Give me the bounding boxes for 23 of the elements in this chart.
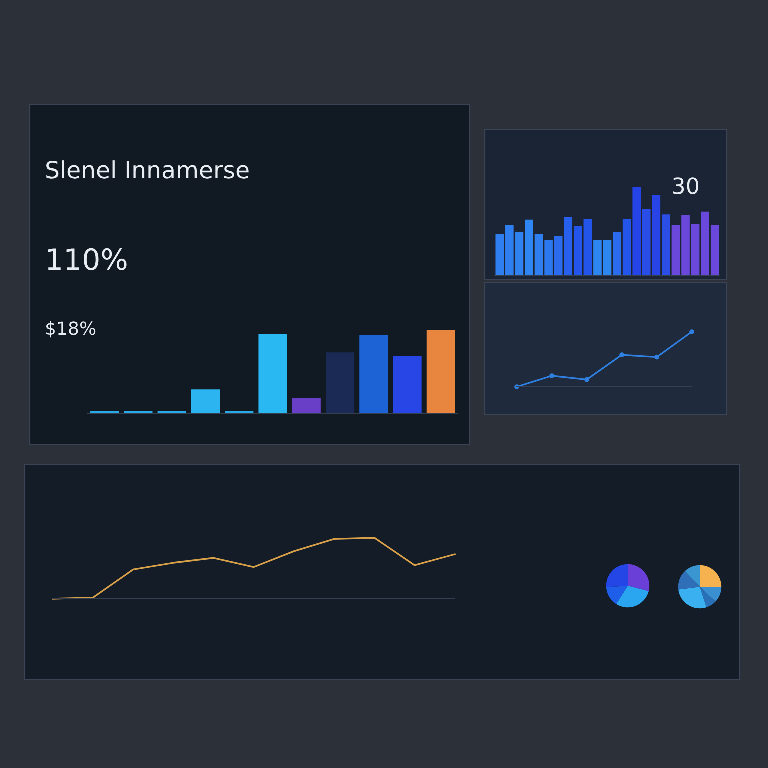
pie-slice xyxy=(606,586,628,604)
point xyxy=(654,354,660,360)
bar xyxy=(426,330,456,414)
point xyxy=(690,330,694,334)
bar xyxy=(613,232,622,276)
pie-slice xyxy=(628,564,650,592)
bar xyxy=(393,356,422,414)
chart-title: Slenel Innamerse xyxy=(46,160,249,179)
annotation: $18% xyxy=(46,321,96,338)
point xyxy=(620,352,624,358)
pie-slice xyxy=(616,586,649,608)
bar xyxy=(360,335,388,414)
bar xyxy=(326,352,355,414)
annotation: 30 xyxy=(673,178,699,194)
point xyxy=(514,384,520,390)
bar xyxy=(258,334,288,414)
bar xyxy=(191,390,220,414)
bar xyxy=(292,398,321,414)
pie-slice xyxy=(606,564,628,588)
point xyxy=(584,377,590,382)
text: 110% xyxy=(48,248,127,270)
point xyxy=(550,374,554,378)
bar xyxy=(622,219,632,276)
